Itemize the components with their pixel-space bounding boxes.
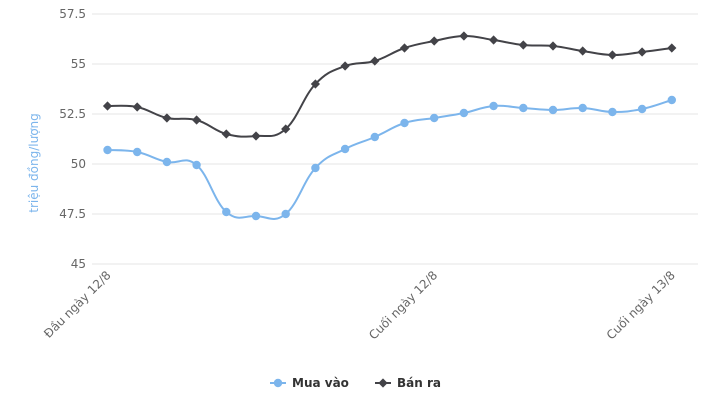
data-point[interactable]: [637, 104, 647, 114]
data-point[interactable]: [637, 47, 647, 57]
data-point[interactable]: [430, 113, 439, 123]
data-point[interactable]: [667, 95, 676, 105]
data-point[interactable]: [310, 79, 320, 89]
data-point[interactable]: [400, 118, 409, 128]
y-tick-label: 55: [71, 57, 86, 71]
series-ban-ra[interactable]: [102, 31, 677, 141]
legend-symbol: [273, 378, 283, 388]
legend-label: Bán ra: [397, 376, 441, 390]
legend-label: Mua vào: [292, 376, 349, 390]
y-tick-label: 45: [71, 257, 86, 271]
data-point[interactable]: [548, 105, 558, 115]
data-point[interactable]: [608, 107, 617, 117]
x-tick-label: Đầu ngày 12/8: [41, 268, 113, 340]
data-point[interactable]: [370, 56, 380, 66]
data-point[interactable]: [281, 124, 291, 134]
data-point[interactable]: [340, 61, 350, 71]
data-point[interactable]: [340, 144, 350, 154]
legend-symbol: [378, 378, 388, 388]
data-point[interactable]: [281, 209, 290, 219]
data-point[interactable]: [578, 46, 588, 56]
y-axis-ticks: 45 47.5 50 52.5 55 57.5: [59, 7, 86, 271]
data-point[interactable]: [489, 101, 498, 111]
data-point[interactable]: [489, 35, 499, 45]
data-point[interactable]: [251, 131, 261, 141]
data-point[interactable]: [102, 101, 113, 111]
data-point[interactable]: [578, 103, 587, 113]
data-point[interactable]: [399, 43, 410, 53]
x-tick-label: Cuối ngày 12/8: [366, 268, 440, 342]
x-tick-label: Cuối ngày 13/8: [604, 268, 678, 342]
data-point[interactable]: [370, 132, 379, 142]
data-point[interactable]: [133, 147, 142, 157]
data-point[interactable]: [251, 211, 261, 221]
data-point[interactable]: [162, 157, 172, 167]
data-point[interactable]: [459, 31, 469, 41]
data-point[interactable]: [607, 50, 617, 60]
data-point[interactable]: [221, 129, 231, 139]
series-line[interactable]: [107, 99, 673, 220]
data-point[interactable]: [519, 103, 528, 113]
data-point[interactable]: [103, 145, 112, 155]
data-point[interactable]: [132, 102, 142, 112]
y-tick-label: 52.5: [59, 107, 86, 121]
data-point[interactable]: [518, 40, 528, 50]
data-point[interactable]: [429, 36, 439, 46]
data-point[interactable]: [222, 207, 231, 217]
y-tick-label: 57.5: [59, 7, 86, 21]
data-point[interactable]: [162, 113, 172, 123]
data-point[interactable]: [459, 108, 469, 118]
data-point[interactable]: [192, 115, 202, 125]
y-axis-label: triệu đồng/lượng: [27, 113, 41, 213]
series: [102, 31, 677, 221]
legend-item[interactable]: Bán ra: [375, 376, 441, 390]
legend-item[interactable]: Mua vào: [270, 376, 349, 390]
y-tick-label: 47.5: [59, 207, 86, 221]
data-point[interactable]: [667, 43, 677, 53]
legend[interactable]: Mua vào Bán ra: [270, 376, 441, 390]
x-axis-ticks: Đầu ngày 12/8 Cuối ngày 12/8 Cuối ngày 13/…: [41, 268, 678, 342]
series-mua-vao[interactable]: [103, 95, 676, 221]
data-point[interactable]: [311, 163, 320, 173]
y-tick-label: 50: [71, 157, 86, 171]
data-point[interactable]: [548, 41, 558, 51]
data-point[interactable]: [192, 160, 201, 170]
